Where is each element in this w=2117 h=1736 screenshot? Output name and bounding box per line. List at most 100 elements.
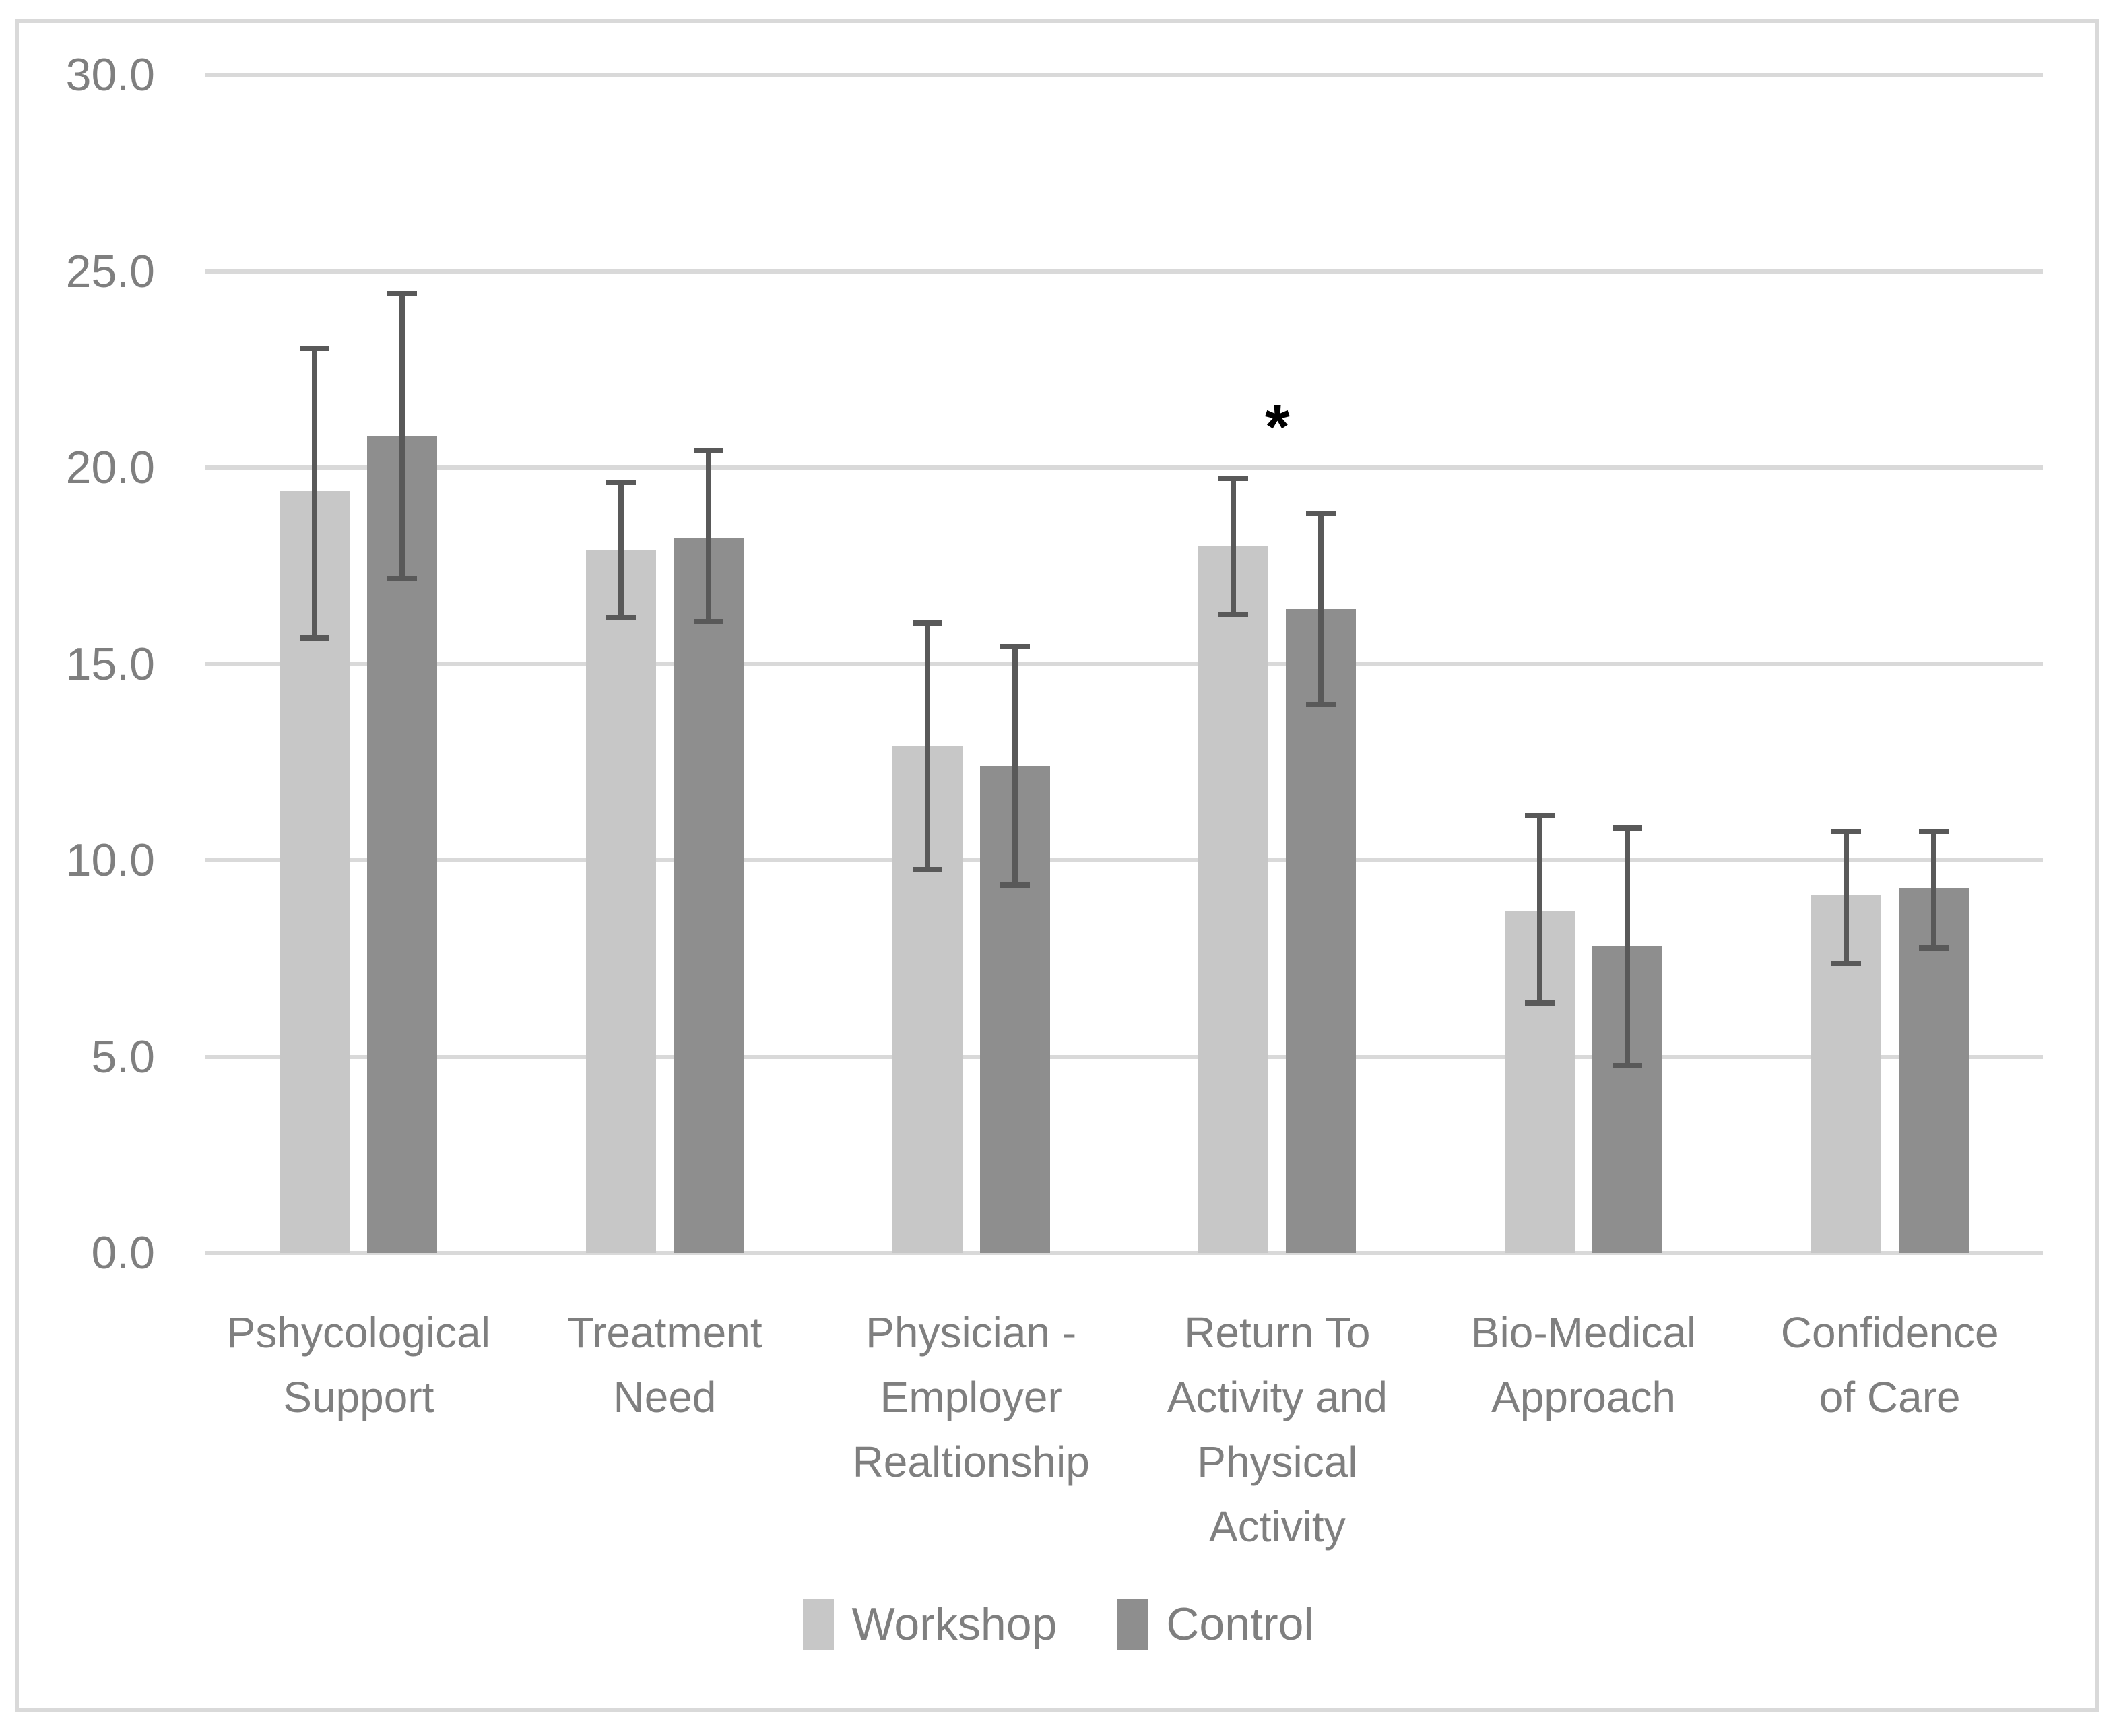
- category-label-line: Pshycological: [226, 1308, 490, 1357]
- control-bar-column: [1286, 75, 1357, 1253]
- category-slots: *: [205, 75, 2043, 1253]
- workshop-bar-column: [1505, 75, 1575, 1253]
- error-bar-cap-top: [1918, 829, 1949, 835]
- legend-label-workshop: Workshop: [851, 1599, 1057, 1650]
- chart-frame: [15, 19, 2099, 1712]
- bar-pair: [1811, 75, 1969, 1253]
- y-tick-label: 0.0: [91, 1227, 155, 1279]
- error-bar-cap-bottom: [1831, 961, 1861, 967]
- error-bar: [1918, 829, 1949, 951]
- control-bar-column: [367, 75, 438, 1253]
- error-bar: [1831, 829, 1861, 967]
- bar-pair: [586, 75, 744, 1253]
- gridline: [205, 858, 2043, 863]
- error-bar-cap-bottom: [694, 619, 723, 625]
- error-bar-cap-bottom: [1306, 701, 1336, 707]
- category-slot: [818, 75, 1124, 1253]
- bar-pair: [892, 75, 1050, 1253]
- gridline: [205, 662, 2043, 666]
- category-slot: [1736, 75, 2043, 1253]
- y-tick-label: 20.0: [65, 442, 155, 493]
- control-bar-column: [1592, 75, 1663, 1253]
- category-label: Pshycological Support: [205, 1300, 512, 1559]
- category-label: Physician - Employer Realtionship: [818, 1300, 1124, 1559]
- error-bar-cap-top: [606, 479, 636, 485]
- error-bar-cap-bottom: [1218, 611, 1249, 617]
- category-label: Treatment Need: [512, 1300, 818, 1559]
- category-label: Bio-Medical Approach: [1431, 1300, 1737, 1559]
- category-label-line: Physical: [1197, 1438, 1358, 1486]
- gridline: [205, 73, 2043, 77]
- error-bar: [912, 620, 942, 872]
- category-label-line: Activity and: [1167, 1373, 1388, 1421]
- gridline: [205, 465, 2043, 470]
- legend-item-workshop: Workshop: [803, 1598, 1057, 1650]
- error-bar: [694, 447, 723, 625]
- category-label-line: Return To: [1184, 1308, 1371, 1357]
- category-label: Confidence of Care: [1736, 1300, 2043, 1559]
- y-tick-label: 30.0: [65, 49, 155, 100]
- control-bar-column: [674, 75, 744, 1253]
- category-label-line: Treatment: [567, 1308, 762, 1357]
- error-bar-cap-top: [387, 290, 418, 296]
- error-bar-cap-bottom: [387, 576, 418, 582]
- category-slot: [1431, 75, 1737, 1253]
- y-tick-label: 15.0: [65, 638, 155, 690]
- error-bar-cap-top: [694, 447, 723, 453]
- gridline: [205, 1251, 2043, 1255]
- y-tick-label: 5.0: [91, 1031, 155, 1083]
- category-slot: *: [1124, 75, 1431, 1253]
- y-tick-label: 10.0: [65, 835, 155, 886]
- error-bar: [1613, 825, 1643, 1068]
- error-bar: [1218, 475, 1249, 617]
- error-bar-cap-top: [300, 346, 330, 352]
- error-bar-cap-top: [1613, 825, 1643, 831]
- error-bar: [1000, 644, 1030, 888]
- legend-swatch-workshop: [803, 1599, 835, 1650]
- bar-pair: [280, 75, 438, 1253]
- error-bar-cap-top: [1831, 829, 1861, 835]
- category-label-line: Support: [283, 1373, 434, 1421]
- category-label-line: Approach: [1491, 1373, 1676, 1421]
- category-slot: [512, 75, 818, 1253]
- error-bar: [1525, 813, 1555, 1006]
- category-label-line: Realtionship: [852, 1438, 1090, 1486]
- error-bar-cap-bottom: [606, 615, 636, 621]
- category-label-line: Confidence: [1780, 1308, 1999, 1357]
- legend-item-control: Control: [1117, 1598, 1314, 1650]
- error-bar-cap-bottom: [1918, 945, 1949, 951]
- bar-pair: [1505, 75, 1663, 1253]
- control-bar-column: [979, 75, 1050, 1253]
- error-bar-cap-bottom: [1613, 1063, 1643, 1068]
- workshop-bar-column: [1198, 75, 1269, 1253]
- workshop-bar-column: [892, 75, 963, 1253]
- error-bar-cap-top: [1525, 813, 1555, 819]
- gridline: [205, 1054, 2043, 1059]
- category-label: Return To Activity and Physical Activity: [1124, 1300, 1431, 1559]
- significance-asterisk: *: [1264, 391, 1290, 463]
- gridline: [205, 269, 2043, 274]
- error-bar-cap-bottom: [1000, 882, 1030, 888]
- workshop-bar-column: [280, 75, 350, 1253]
- category-slot: [205, 75, 512, 1253]
- plot-area: *: [205, 73, 2043, 1255]
- error-bar: [1306, 511, 1336, 707]
- category-label-line: Activity: [1209, 1502, 1346, 1551]
- control-bar-column: [1898, 75, 1969, 1253]
- category-label-line: Bio-Medical: [1470, 1308, 1697, 1357]
- legend: Workshop Control: [0, 1598, 2117, 1650]
- category-label-line: Physician -: [866, 1308, 1077, 1357]
- error-bar: [606, 479, 636, 621]
- category-label-line: Employer: [880, 1373, 1062, 1421]
- error-bar-cap-top: [1306, 511, 1336, 517]
- workshop-bar-column: [586, 75, 656, 1253]
- error-bar: [387, 290, 418, 582]
- control-bar: [1286, 608, 1357, 1253]
- legend-label-control: Control: [1166, 1599, 1314, 1650]
- category-label-line: of Care: [1819, 1373, 1961, 1421]
- workshop-bar: [1198, 546, 1269, 1253]
- bar-pair: [1198, 75, 1357, 1253]
- error-bar-cap-top: [1218, 475, 1249, 481]
- x-axis-labels: Pshycological Support Treatment Need Physici…: [205, 1300, 2043, 1559]
